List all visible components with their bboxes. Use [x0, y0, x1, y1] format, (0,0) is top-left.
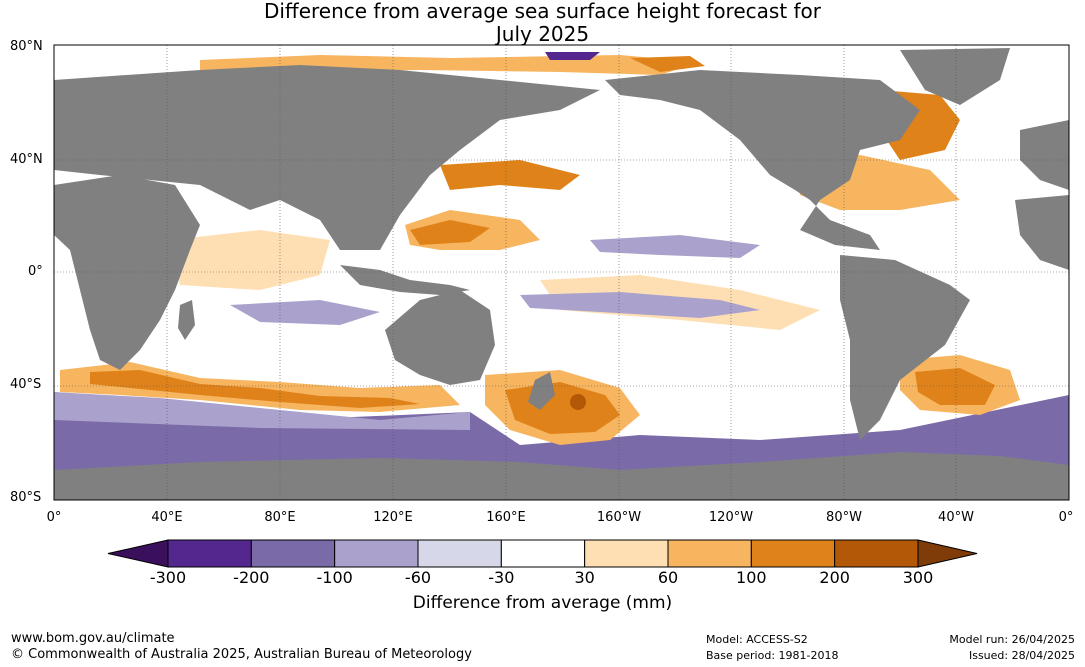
arctic-strong-anomaly [630, 56, 705, 72]
indian-ocean-north-anomaly [170, 230, 330, 290]
colorbar-segment [834, 539, 919, 568]
lon-label-0-east-edge: 0° [1058, 510, 1074, 525]
colorbar-tick-label: 300 [902, 568, 934, 587]
west-africa-landmass [1015, 195, 1069, 270]
footer-base-period: Base period: 1981-2018 [706, 649, 839, 662]
lon-label-0-west-edge: 0° [46, 510, 62, 525]
colorbar-segment [250, 539, 336, 568]
lat-label-80s: 80°S [10, 490, 42, 505]
colorbar-title: Difference from average (mm) [412, 593, 673, 613]
greenland-landmass [900, 48, 1010, 105]
north-pacific-anomaly [440, 160, 580, 190]
new-zealand-landmass [528, 372, 555, 410]
colorbar-segment [500, 539, 586, 568]
madagascar-landmass [178, 300, 195, 340]
north-pacific-negative-band [590, 235, 760, 258]
south-atlantic-strong-anomaly [915, 368, 995, 405]
colorbar-tick-label: -30 [488, 568, 515, 587]
colorbar-right-extension [917, 539, 978, 568]
map-title: Difference from average sea surface heig… [0, 0, 1085, 46]
europe-landmass [1020, 120, 1069, 190]
tasman-peak-anomaly [570, 394, 586, 410]
colorbar-tick-label: -60 [404, 568, 432, 587]
arctic-negative-anomaly [545, 52, 600, 60]
colorbar-tick-label: -300 [149, 568, 187, 587]
lon-label-120w: 120°W [708, 510, 754, 525]
antarctica-landmass [54, 452, 1069, 500]
south-america-landmass [840, 255, 970, 440]
footer-copyright: © Commonwealth of Australia 2025, Austra… [11, 647, 472, 662]
maritime-continent-landmass [340, 265, 470, 295]
lon-label-160w: 160°W [596, 510, 642, 525]
lat-label-80n: 80°N [10, 39, 43, 54]
lon-label-40e: 40°E [151, 510, 183, 525]
footer-url: www.bom.gov.au/climate [11, 631, 175, 646]
lon-label-160e: 160°E [486, 510, 526, 525]
colorbar-tick-label: 30 [574, 568, 595, 587]
colorbar-tick-label: 200 [819, 568, 850, 587]
eurasia-landmass [54, 65, 600, 250]
indian-negative-band [230, 300, 380, 325]
australia-landmass [385, 290, 495, 385]
colorbar-segment [417, 539, 502, 568]
kuroshio-strong-anomaly [410, 220, 490, 245]
colorbar-left-extension [107, 539, 169, 568]
indian-ocean-south-strong-anomaly [90, 370, 420, 408]
lat-gridlines [54, 159, 1069, 387]
colorbar-tick-label: 100 [736, 568, 767, 587]
lat-label-40s: 40°S [10, 377, 42, 392]
lon-label-40w: 40°W [938, 510, 974, 525]
colorbar-segment [584, 539, 669, 568]
colorbar-tick-label: -100 [316, 568, 353, 587]
lon-gridlines [166, 45, 957, 500]
colorbar-segment [667, 539, 752, 568]
footer-model: Model: ACCESS-S2 [706, 633, 808, 646]
lat-label-equator: 0° [28, 264, 43, 279]
colorbar-tick-label: 60 [657, 568, 679, 587]
colorbar-tick-label: -200 [233, 568, 270, 587]
lat-label-40n: 40°N [10, 152, 43, 167]
lon-label-120e: 120°E [373, 510, 413, 525]
map-frame [53, 44, 1070, 501]
lon-label-80w: 80°W [826, 510, 862, 525]
africa-landmass [54, 175, 200, 370]
title-line-2: July 2025 [495, 22, 590, 46]
footer-model-run: Model run: 26/04/2025 [949, 633, 1075, 646]
title-line-1: Difference from average sea surface heig… [263, 0, 822, 23]
colorbar-segment [750, 539, 836, 568]
colorbar-segment [334, 539, 419, 568]
colorbar [107, 539, 978, 568]
south-pacific-negative-band [520, 292, 760, 318]
southern-ocean-anomaly-light-purple [54, 392, 470, 430]
footer-issued: Issued: 28/04/2025 [968, 649, 1075, 662]
colorbar-segment [167, 539, 252, 568]
sea-surface-height-map [53, 44, 1070, 501]
lon-label-80e: 80°E [264, 510, 296, 525]
